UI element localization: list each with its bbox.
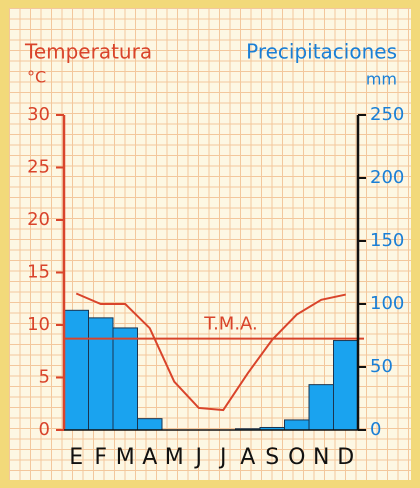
x-tick-label: D	[337, 445, 354, 470]
y2-tick-label: 50	[370, 356, 393, 377]
y2-unit: mm	[366, 70, 397, 89]
annotation-label: T.M.A.	[203, 314, 258, 335]
x-tick-label: E	[69, 445, 83, 470]
panel: Temperatura °C Precipitaciones mm T.M.A.…	[9, 8, 411, 480]
y2-tick-label: 200	[370, 167, 404, 188]
y-tick-label: 25	[27, 157, 50, 178]
y2-tick-label: 100	[370, 293, 404, 314]
x-tick-label: M	[116, 445, 135, 470]
y2-tick-label: 150	[370, 230, 404, 251]
y2-tick-label: 250	[370, 104, 404, 125]
y-tick-label: 20	[27, 209, 50, 230]
bar	[333, 340, 359, 431]
bar	[137, 418, 163, 431]
bar	[308, 384, 334, 431]
x-tick-label: F	[94, 445, 107, 470]
bar	[63, 309, 89, 431]
x-tick-label: J	[218, 445, 227, 470]
line	[75, 292, 346, 412]
y-unit: °C	[27, 68, 46, 87]
chart: Temperatura °C Precipitaciones mm T.M.A.…	[24, 40, 404, 471]
y-axis-title: Temperatura	[24, 40, 152, 64]
y-tick-label: 30	[27, 104, 50, 125]
y-tick-label: 5	[39, 367, 50, 388]
y-tick-label: 15	[27, 262, 50, 283]
bar	[284, 419, 310, 431]
x-tick-label: A	[240, 445, 255, 470]
bar	[112, 327, 138, 431]
y2-axis-title: Precipitaciones	[246, 40, 397, 64]
x-tick-label: J	[194, 445, 203, 470]
x-tick-label: O	[288, 445, 305, 470]
x-tick-label: N	[313, 445, 329, 470]
x-tick-label: S	[265, 445, 279, 470]
x-tick-label: M	[165, 445, 184, 470]
y-tick-label: 10	[27, 314, 50, 335]
x-tick-label: A	[142, 445, 157, 470]
y2-tick-label: 0	[370, 419, 381, 440]
bar	[88, 317, 114, 431]
y-tick-label: 0	[39, 419, 50, 440]
